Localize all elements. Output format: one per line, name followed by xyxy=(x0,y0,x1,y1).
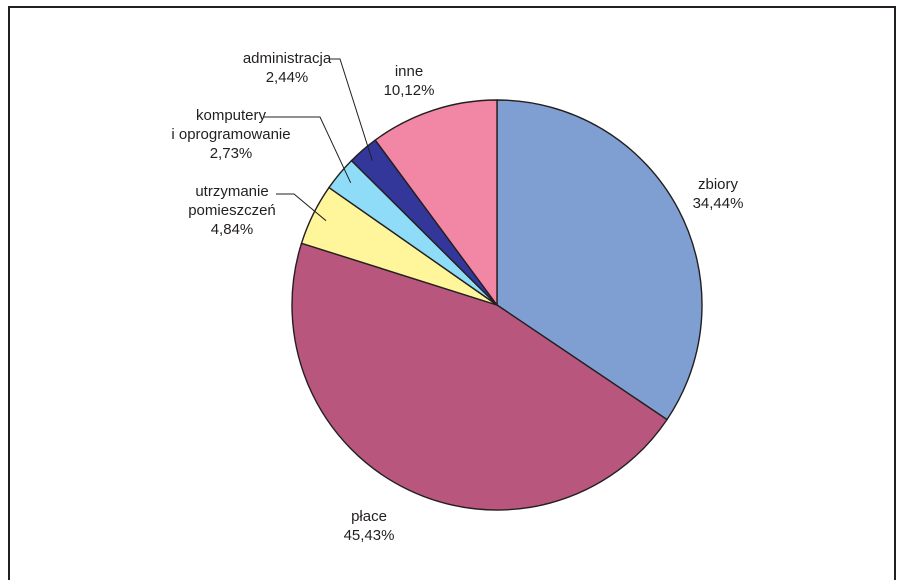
pie-slices xyxy=(291,99,703,511)
slice-value-2: 4,84% xyxy=(211,221,254,238)
slice-label-2: utrzymanie pomieszczeń 4,84% xyxy=(188,183,276,238)
slice-label-3: komputery i oprogramowanie 2,73% xyxy=(171,107,290,162)
leader-line-2 xyxy=(276,193,327,222)
slice-name-1: płace xyxy=(351,508,387,525)
leader-lines xyxy=(263,58,373,222)
slice-name-3: i oprogramowanie xyxy=(171,126,290,143)
slice-name-0: zbiory xyxy=(698,176,739,193)
leader-line-4 xyxy=(330,58,373,161)
slice-label-0: zbiory 34,44% xyxy=(693,176,744,212)
slice-label-5: inne 10,12% xyxy=(384,63,435,99)
pie-slice-5 xyxy=(374,99,498,306)
slice-labels: zbiory 34,44% płace 45,43% utrzymanie pomiesz… xyxy=(171,50,743,544)
slice-label-4: administracja 2,44% xyxy=(243,50,332,86)
slice-name-5: inne xyxy=(395,63,423,80)
leader-line-3 xyxy=(263,116,352,183)
slice-value-5: 10,12% xyxy=(384,82,435,99)
slice-name-3: komputery xyxy=(196,107,267,124)
slice-value-1: 45,43% xyxy=(344,527,395,544)
slice-value-4: 2,44% xyxy=(266,69,309,86)
slice-name-2: utrzymanie xyxy=(195,183,268,200)
pie-slice-1 xyxy=(291,242,668,511)
slice-label-1: płace 45,43% xyxy=(344,508,395,544)
slice-value-0: 34,44% xyxy=(693,195,744,212)
slice-name-2: pomieszczeń xyxy=(188,202,276,219)
slice-name-4: administracja xyxy=(243,50,332,67)
pie-slice-0 xyxy=(496,99,703,421)
slice-value-3: 2,73% xyxy=(210,145,253,162)
